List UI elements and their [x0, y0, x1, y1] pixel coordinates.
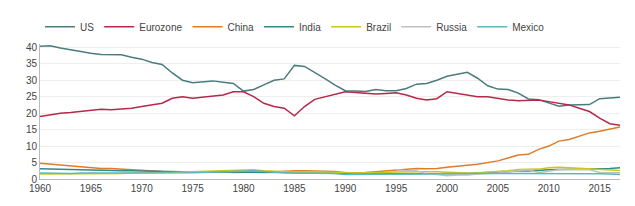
svg-text:2005: 2005 — [487, 183, 510, 194]
svg-text:US: US — [80, 22, 94, 33]
svg-text:2000: 2000 — [436, 183, 459, 194]
svg-text:1960: 1960 — [29, 183, 52, 194]
svg-text:1970: 1970 — [131, 183, 154, 194]
svg-text:2015: 2015 — [589, 183, 612, 194]
svg-text:1975: 1975 — [182, 183, 205, 194]
svg-text:25: 25 — [26, 91, 38, 102]
svg-text:2010: 2010 — [538, 183, 561, 194]
svg-text:15: 15 — [26, 124, 38, 135]
svg-text:1985: 1985 — [283, 183, 306, 194]
svg-text:China: China — [227, 22, 254, 33]
svg-text:Eurozone: Eurozone — [139, 22, 182, 33]
svg-text:0: 0 — [31, 174, 37, 185]
svg-text:Mexico: Mexico — [512, 22, 544, 33]
svg-text:Russia: Russia — [436, 22, 467, 33]
svg-text:Brazil: Brazil — [366, 22, 391, 33]
svg-text:1995: 1995 — [385, 183, 408, 194]
svg-text:40: 40 — [26, 42, 38, 53]
svg-text:10: 10 — [26, 141, 38, 152]
svg-text:35: 35 — [26, 58, 38, 69]
svg-text:5: 5 — [31, 157, 37, 168]
svg-text:30: 30 — [26, 75, 38, 86]
svg-text:1980: 1980 — [232, 183, 255, 194]
svg-text:1990: 1990 — [334, 183, 357, 194]
svg-text:India: India — [299, 22, 321, 33]
svg-text:20: 20 — [26, 108, 38, 119]
svg-text:1965: 1965 — [80, 183, 103, 194]
